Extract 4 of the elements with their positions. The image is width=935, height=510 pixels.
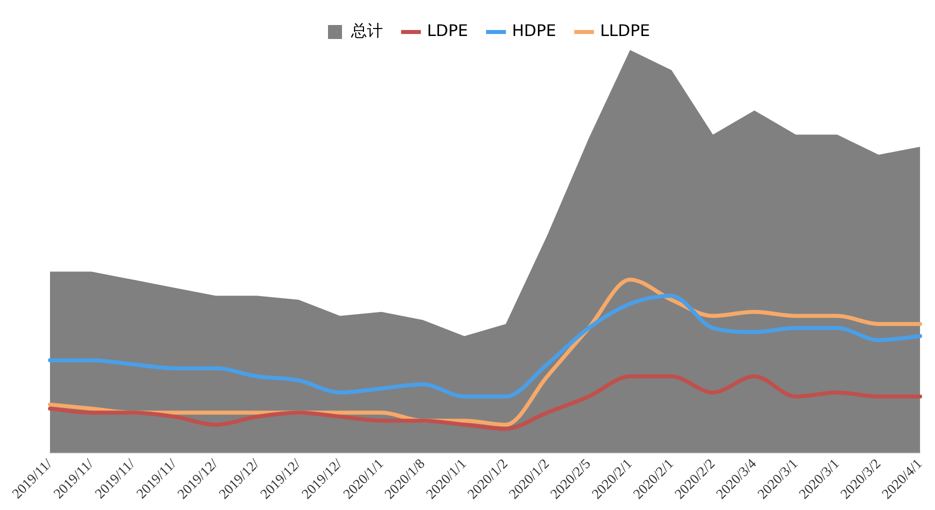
- legend-label: 总计: [350, 21, 383, 40]
- legend-label: LDPE: [426, 21, 468, 40]
- legend-label: LLDPE: [600, 21, 650, 40]
- legend-label: HDPE: [512, 21, 556, 40]
